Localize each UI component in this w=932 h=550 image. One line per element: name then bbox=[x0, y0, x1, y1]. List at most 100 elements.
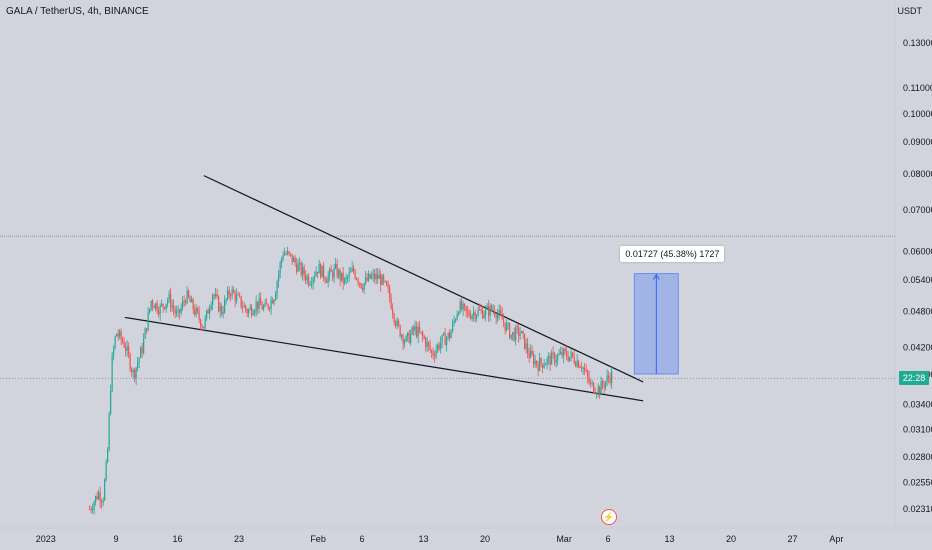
y-tick-label: 0.11000 bbox=[903, 83, 932, 93]
candle-body bbox=[225, 298, 227, 300]
candle-body bbox=[174, 309, 176, 314]
candle-body bbox=[489, 305, 491, 316]
candle-body bbox=[299, 262, 301, 265]
candle-body bbox=[573, 356, 575, 363]
candle-body bbox=[312, 278, 314, 284]
candle-body bbox=[305, 275, 307, 281]
candle-body bbox=[300, 262, 302, 275]
x-tick-label: 20 bbox=[726, 534, 736, 544]
candle-body bbox=[200, 319, 202, 327]
candle-body bbox=[461, 301, 463, 310]
candle-body bbox=[258, 298, 260, 309]
x-tick-label: 13 bbox=[664, 534, 674, 544]
candle-body bbox=[162, 303, 164, 307]
candle-body bbox=[210, 304, 212, 310]
candle-body bbox=[570, 352, 572, 357]
candle-body bbox=[579, 367, 581, 369]
candle-body bbox=[264, 302, 266, 307]
candle-body bbox=[422, 332, 424, 337]
candle-body bbox=[348, 272, 350, 278]
candle-body bbox=[420, 331, 422, 333]
candle-body bbox=[212, 294, 214, 305]
candle-body bbox=[495, 314, 497, 319]
candle-body bbox=[497, 314, 499, 319]
candle-body bbox=[224, 299, 226, 313]
candle-body bbox=[176, 311, 178, 314]
currency-label: USDT bbox=[897, 6, 923, 16]
candle-body bbox=[545, 364, 547, 366]
candle-body bbox=[512, 332, 514, 335]
candle-body bbox=[152, 300, 154, 306]
candle-body bbox=[272, 299, 274, 304]
candle-body bbox=[593, 382, 595, 393]
candle-body bbox=[416, 326, 418, 337]
x-tick-label: 2023 bbox=[36, 534, 56, 544]
candle-body bbox=[294, 257, 296, 264]
candle-body bbox=[392, 308, 394, 315]
candle-body bbox=[332, 271, 334, 278]
candle-body bbox=[411, 327, 413, 334]
measure-label: 0.01727 (45.38%) 1727 bbox=[620, 245, 725, 262]
x-tick-label: Feb bbox=[310, 534, 326, 544]
candle-body bbox=[483, 315, 485, 319]
candle-body bbox=[567, 357, 569, 361]
candle-body bbox=[381, 275, 383, 285]
candle-body bbox=[473, 312, 475, 316]
candle-body bbox=[188, 290, 190, 298]
candle-body bbox=[479, 309, 481, 311]
candle-body bbox=[581, 367, 583, 369]
candle-body bbox=[275, 293, 277, 301]
candle-body bbox=[603, 385, 605, 388]
candle-body bbox=[533, 354, 535, 365]
candle-body bbox=[609, 377, 611, 383]
candle-body bbox=[189, 297, 191, 303]
x-tick-label: 20 bbox=[480, 534, 490, 544]
candle-body bbox=[546, 358, 548, 365]
candle-body bbox=[494, 310, 496, 315]
candle-body bbox=[191, 299, 193, 303]
flash-icon[interactable]: ⚡ bbox=[601, 509, 617, 525]
candle-body bbox=[330, 269, 332, 272]
candle-body bbox=[407, 332, 409, 337]
candle-body bbox=[524, 333, 526, 349]
candle-body bbox=[345, 277, 347, 279]
candle-body bbox=[201, 326, 203, 328]
candle-body bbox=[450, 331, 452, 339]
candle-body bbox=[288, 251, 290, 254]
candle-body bbox=[359, 283, 361, 285]
candle-body bbox=[518, 327, 520, 337]
candle-body bbox=[147, 312, 149, 331]
candle-body bbox=[437, 344, 439, 350]
candle-body bbox=[102, 500, 104, 503]
candle-body bbox=[501, 313, 503, 320]
candle-body bbox=[357, 279, 359, 284]
candle-body bbox=[266, 302, 268, 305]
candle-body bbox=[414, 326, 416, 331]
candle-body bbox=[198, 311, 200, 320]
candle-body bbox=[209, 309, 211, 314]
candle-body bbox=[150, 300, 152, 309]
candle-body bbox=[515, 327, 517, 341]
candle-body bbox=[338, 270, 340, 277]
candle-body bbox=[239, 294, 241, 297]
candle-body bbox=[282, 255, 284, 259]
candle-body bbox=[521, 331, 523, 334]
candle-body bbox=[261, 305, 263, 310]
candle-body bbox=[566, 351, 568, 358]
candle-body bbox=[144, 328, 146, 339]
candle-body bbox=[443, 333, 445, 335]
candle-body bbox=[383, 275, 385, 281]
candle-body bbox=[353, 267, 355, 272]
candle-body bbox=[561, 351, 563, 357]
candle-body bbox=[572, 352, 574, 357]
trendline-lower bbox=[124, 316, 644, 402]
candle-body bbox=[485, 308, 487, 316]
candle-body bbox=[413, 327, 415, 331]
candle-body bbox=[110, 390, 112, 414]
candle-body bbox=[599, 386, 601, 394]
candle-body bbox=[596, 393, 598, 395]
candle-body bbox=[378, 274, 380, 279]
